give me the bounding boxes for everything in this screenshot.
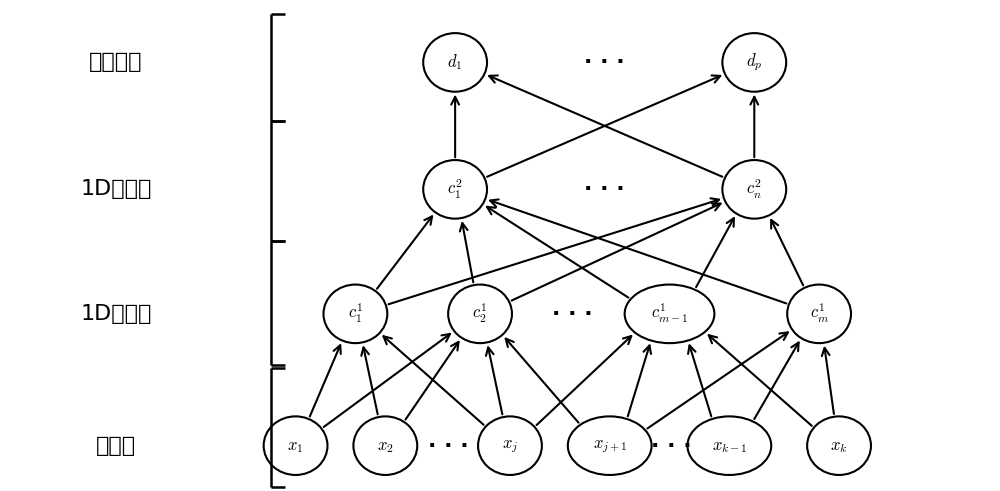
Ellipse shape — [687, 416, 771, 475]
Text: $x_{j+1}$: $x_{j+1}$ — [593, 436, 627, 455]
Text: · · ·: · · · — [651, 436, 692, 456]
Text: $d_1$: $d_1$ — [447, 53, 463, 72]
Ellipse shape — [353, 416, 417, 475]
Ellipse shape — [323, 285, 387, 343]
Text: 全连接层: 全连接层 — [89, 53, 143, 72]
Ellipse shape — [787, 285, 851, 343]
Text: $c_1^1$: $c_1^1$ — [348, 302, 363, 326]
Ellipse shape — [478, 416, 542, 475]
Ellipse shape — [448, 285, 512, 343]
Text: $c_m^1$: $c_m^1$ — [810, 302, 829, 326]
Text: · · ·: · · · — [428, 436, 468, 456]
Text: 1D卷积层: 1D卷积层 — [80, 304, 152, 324]
Text: $x_2$: $x_2$ — [377, 436, 394, 455]
Text: 输入层: 输入层 — [96, 436, 136, 456]
Text: · · ·: · · · — [552, 304, 593, 324]
Text: $c_n^2$: $c_n^2$ — [746, 178, 762, 201]
Ellipse shape — [568, 416, 652, 475]
Text: · · ·: · · · — [584, 179, 625, 199]
Text: · · ·: · · · — [584, 53, 625, 72]
Text: $d_p$: $d_p$ — [746, 52, 763, 73]
Text: $x_k$: $x_k$ — [830, 436, 848, 455]
Text: $x_{k-1}$: $x_{k-1}$ — [712, 436, 747, 455]
Ellipse shape — [625, 285, 714, 343]
Ellipse shape — [722, 160, 786, 218]
Text: $x_1$: $x_1$ — [287, 436, 304, 455]
Ellipse shape — [264, 416, 327, 475]
Ellipse shape — [722, 33, 786, 92]
Text: $x_j$: $x_j$ — [502, 436, 518, 455]
Text: $c_{m-1}^1$: $c_{m-1}^1$ — [651, 302, 688, 326]
Text: $c_1^2$: $c_1^2$ — [447, 178, 463, 201]
Ellipse shape — [807, 416, 871, 475]
Text: 1D卷积层: 1D卷积层 — [80, 179, 152, 199]
Ellipse shape — [423, 160, 487, 218]
Ellipse shape — [423, 33, 487, 92]
Text: $c_2^1$: $c_2^1$ — [472, 302, 488, 326]
